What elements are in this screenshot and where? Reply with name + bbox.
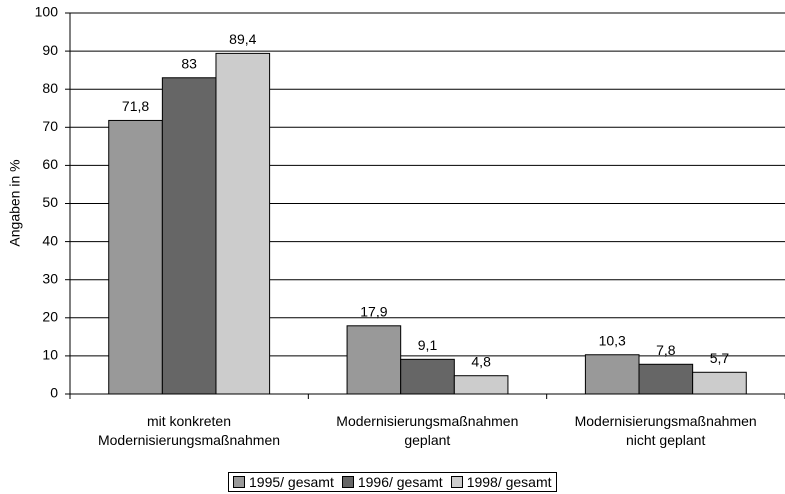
x-tick-label: Modernisierungsmaßnahmen nicht geplant (574, 413, 757, 448)
y-tick-label: 80 (42, 80, 58, 96)
bar (346, 325, 402, 395)
legend-label: 1996/ gesamt (357, 474, 443, 490)
bar (161, 77, 217, 395)
bar (638, 363, 694, 395)
legend: 1995/ gesamt 1996/ gesamt 1998/ gesamt (228, 472, 557, 492)
value-label: 10,3 (599, 332, 626, 348)
y-tick-label: 90 (42, 42, 58, 58)
legend-item: 1995/ gesamt (233, 474, 334, 490)
bar (108, 119, 163, 395)
y-tick-label: 0 (50, 385, 58, 401)
legend-item: 1998/ gesamt (450, 474, 552, 490)
bar (692, 371, 747, 395)
y-tick-label: 50 (42, 194, 58, 210)
bar (215, 52, 271, 395)
bar (453, 375, 509, 395)
x-tick-label: mit konkreten Modernisierungsmaßnahmen (97, 413, 281, 448)
value-label: 9,1 (418, 337, 438, 353)
value-label: 17,9 (360, 304, 387, 320)
legend-label: 1995/ gesamt (249, 474, 334, 490)
legend-swatch (341, 476, 354, 488)
value-label: 7,8 (656, 342, 676, 358)
y-tick-label: 70 (42, 118, 58, 134)
value-label: 71,8 (122, 98, 149, 114)
value-label: 4,8 (471, 353, 491, 369)
bar (400, 358, 455, 395)
y-tick-label: 60 (42, 156, 58, 172)
value-label: 5,7 (710, 350, 730, 366)
y-axis-label: Angaben in % (7, 159, 23, 246)
y-tick-label: 30 (42, 270, 58, 286)
bar (584, 354, 640, 395)
x-tick-label: Modernisierungsmaßnahmen geplant (336, 413, 519, 448)
y-tick-label: 40 (42, 232, 58, 248)
legend-swatch (233, 476, 245, 488)
value-label: 83 (181, 55, 197, 71)
legend-item: 1996/ gesamt (341, 474, 443, 490)
legend-label: 1998/ gesamt (466, 474, 552, 490)
value-label: 89,4 (229, 31, 256, 47)
y-tick-label: 20 (42, 309, 58, 325)
y-tick-label: 10 (42, 347, 58, 363)
legend-swatch (450, 476, 463, 488)
y-tick-label: 100 (35, 4, 59, 20)
